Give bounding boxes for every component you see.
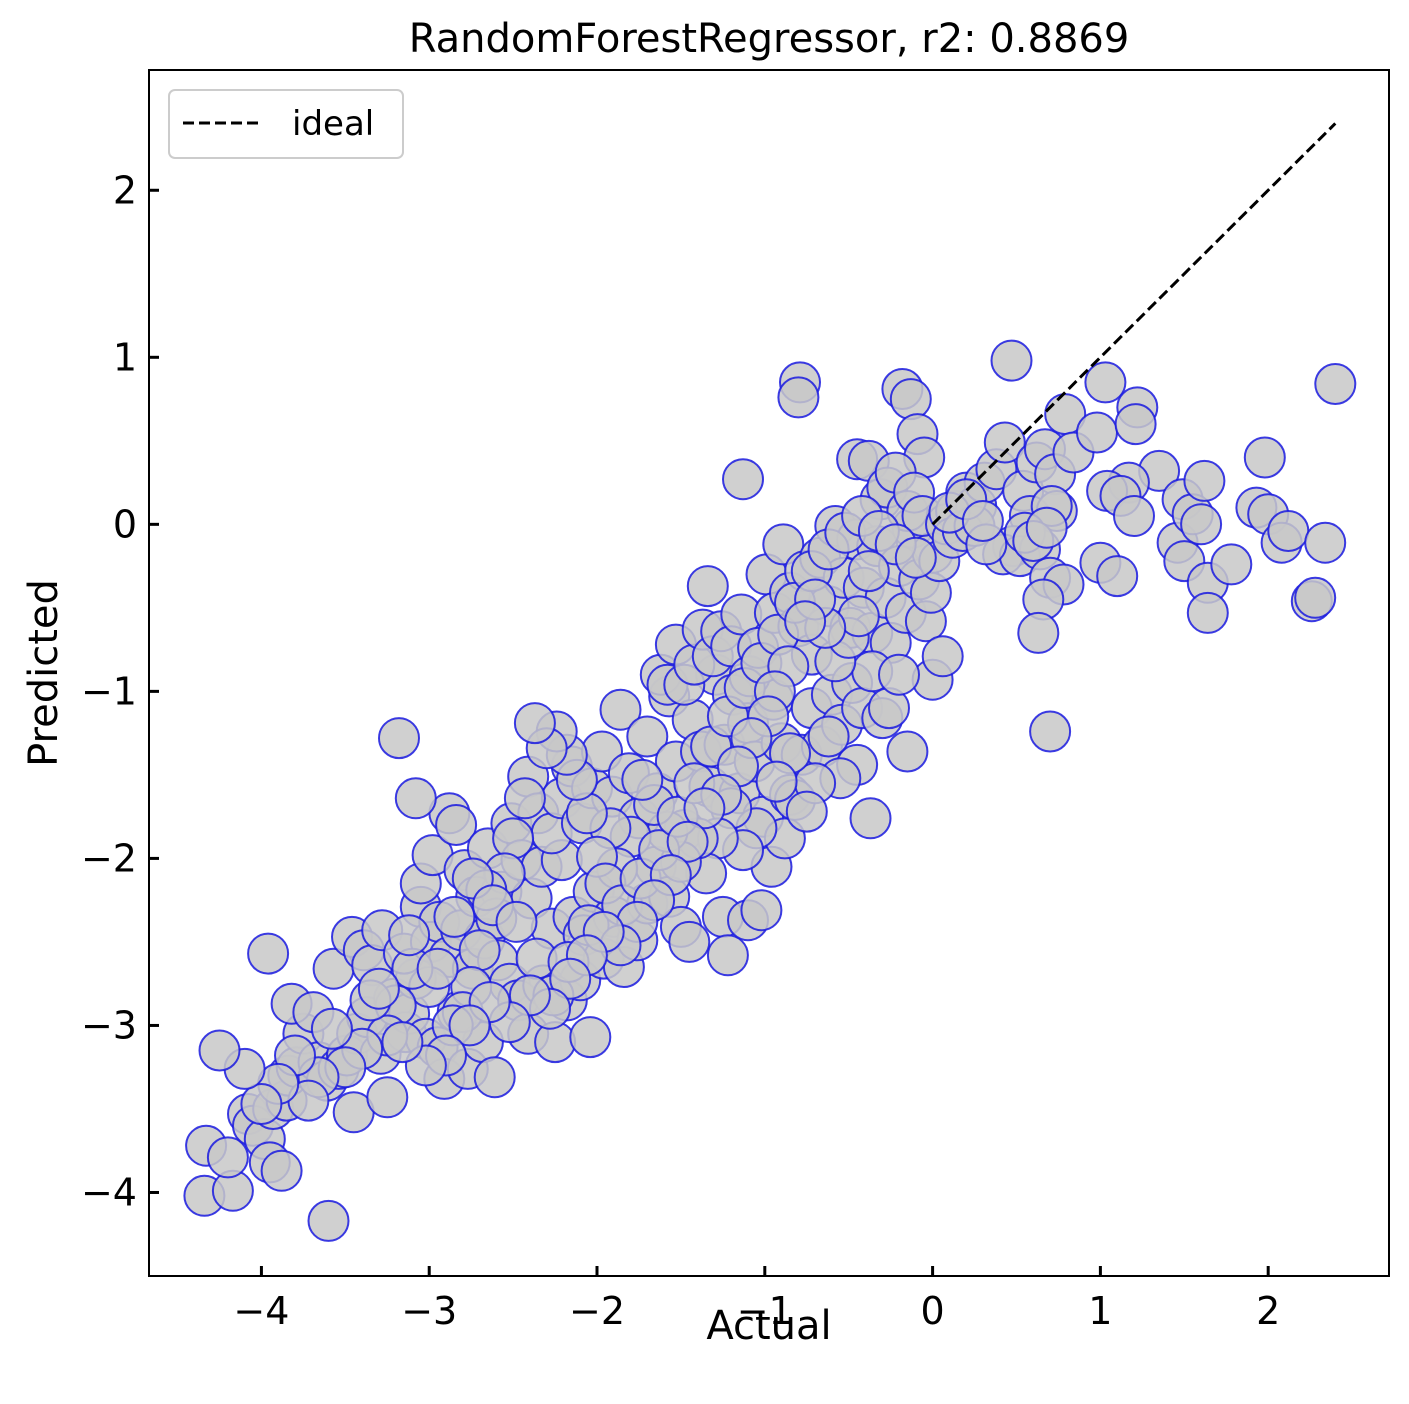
data-point [1314, 363, 1357, 405]
x-tick-label: −2 [569, 1289, 625, 1333]
data-point [366, 1076, 409, 1119]
data-point [1304, 521, 1347, 564]
x-tick-label: 2 [1256, 1289, 1280, 1333]
data-point [889, 378, 932, 421]
x-tick-label: −3 [401, 1289, 457, 1333]
data-point [435, 804, 478, 846]
data-point [513, 702, 556, 745]
data-point [206, 1136, 249, 1179]
data-point [1017, 611, 1060, 654]
data-point [260, 1149, 303, 1192]
data-point [886, 730, 929, 773]
data-point [378, 717, 420, 760]
data-point [599, 688, 642, 731]
data-point [1029, 710, 1072, 753]
points-layer [183, 339, 1357, 1242]
data-point [473, 1056, 516, 1099]
data-point [503, 777, 546, 820]
legend: ideal [168, 89, 404, 159]
data-point [307, 1199, 350, 1242]
data-point [894, 536, 937, 579]
data-point [755, 760, 798, 803]
data-point [1183, 459, 1226, 502]
data-point [240, 1083, 283, 1125]
data-point [458, 929, 501, 972]
data-point [433, 895, 476, 938]
y-tick-label: −1 [81, 669, 137, 713]
x-tick-label: −1 [737, 1289, 793, 1333]
data-point [621, 758, 664, 801]
data-point [722, 458, 764, 501]
data-point [381, 1021, 424, 1064]
y-tick-label: −2 [81, 836, 137, 880]
data-point [666, 820, 709, 863]
data-point [878, 653, 920, 696]
data-point [668, 920, 711, 963]
data-point [1096, 555, 1139, 598]
data-point [1243, 436, 1286, 479]
data-point [1025, 506, 1068, 549]
y-tick-label: 0 [113, 502, 137, 546]
data-point [388, 914, 431, 957]
data-point [448, 1004, 491, 1047]
data-point [569, 1016, 612, 1059]
x-tick-label: 1 [1088, 1289, 1112, 1333]
data-point [983, 421, 1026, 464]
legend-ideal-label: ideal [292, 104, 374, 144]
data-point [784, 600, 827, 643]
data-point [310, 1007, 353, 1050]
data-point [1114, 403, 1157, 446]
y-tick-label: −4 [81, 1170, 137, 1214]
y-axis-label: Predicted [21, 579, 67, 767]
data-point [1084, 361, 1127, 404]
ideal-line [931, 122, 1337, 526]
data-point [247, 932, 290, 975]
y-tick-label: 1 [113, 335, 137, 379]
y-tick-label: −3 [81, 1003, 137, 1047]
data-point [706, 934, 749, 977]
y-tick-label: 2 [113, 168, 137, 212]
data-point [492, 817, 535, 860]
data-point [785, 790, 828, 833]
x-tick-label: 0 [921, 1289, 945, 1333]
data-point [495, 900, 538, 943]
data-point [777, 376, 820, 419]
x-axis-label: Actual [706, 1303, 831, 1349]
chart-title: RandomForestRegressor, r2: 0.8869 [409, 16, 1130, 62]
data-point [357, 967, 400, 1010]
data-point [990, 339, 1033, 382]
data-point [394, 777, 437, 820]
data-point [847, 550, 890, 593]
data-point [198, 1029, 241, 1072]
data-point [1294, 576, 1337, 619]
data-point [1186, 591, 1229, 634]
data-point [1076, 411, 1118, 454]
data-point [961, 500, 1004, 542]
legend-box [168, 89, 404, 159]
data-point [1113, 495, 1155, 537]
data-point [921, 635, 964, 678]
ticks-layer: −4 −3 −2 −1 0 1 2 −4 −3 −2 −1 0 1 2 [81, 168, 1280, 1333]
data-point [1180, 503, 1223, 546]
data-point [849, 797, 892, 840]
data-point [416, 947, 459, 990]
data-point [686, 565, 729, 608]
data-point [807, 715, 850, 758]
data-point [683, 787, 726, 830]
data-point [1267, 510, 1310, 552]
plot-frame [148, 69, 1390, 1277]
data-point [626, 715, 669, 758]
data-point [740, 889, 783, 932]
data-point [549, 957, 592, 1000]
data-point [1210, 543, 1253, 586]
x-tick-label: −4 [233, 1289, 289, 1333]
